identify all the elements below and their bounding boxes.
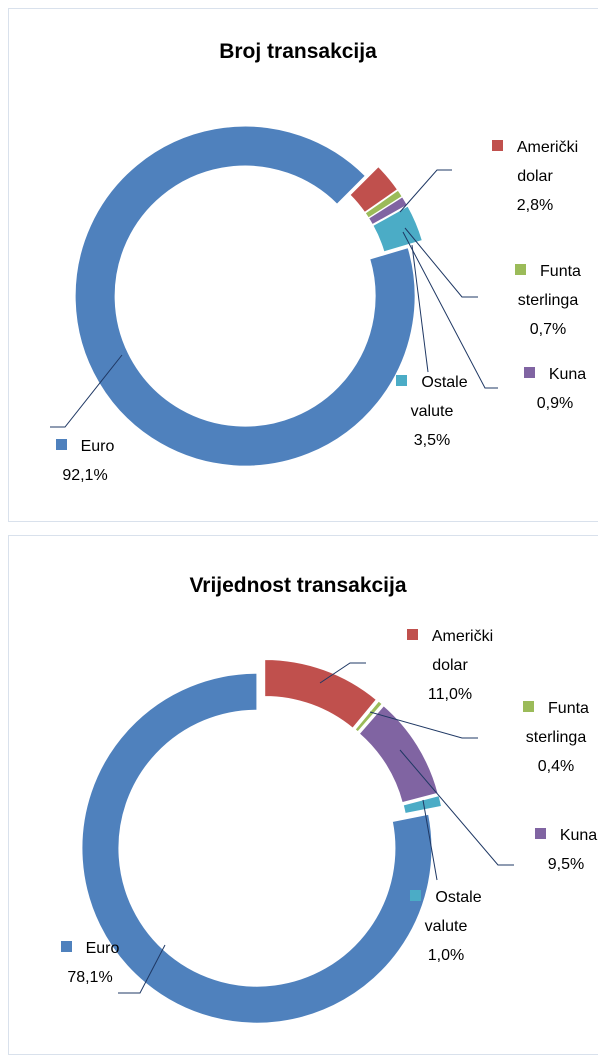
legend-swatch <box>523 701 535 712</box>
leader-line <box>402 231 498 389</box>
legend-swatch <box>491 140 503 151</box>
leader-line <box>118 944 166 994</box>
leader-line <box>411 244 429 373</box>
donut-slice <box>349 165 399 214</box>
leader-line <box>369 711 478 739</box>
data-label: Američki dolar 2,8% <box>479 133 591 220</box>
category-label: Američki dolar <box>431 628 494 674</box>
category-label: Kuna <box>548 366 587 383</box>
leader-line <box>319 662 366 684</box>
category-label: Euro <box>85 940 120 957</box>
data-label: Ostale valute 1,0% <box>390 883 502 970</box>
category-label: Euro <box>80 438 115 455</box>
legend-swatch <box>534 828 546 839</box>
legend-swatch <box>410 890 422 901</box>
chart-title: Broj transakcija <box>219 40 377 63</box>
data-label: Funta sterlinga 0,4% <box>500 694 598 781</box>
donut-slice <box>74 125 416 467</box>
value-label: 3,5% <box>413 432 451 449</box>
value-label: 0,7% <box>529 321 567 338</box>
donut-slice <box>367 196 409 226</box>
legend-swatch <box>406 629 418 640</box>
donut-slice <box>264 658 377 729</box>
leader-line <box>404 227 478 298</box>
chart-panel <box>8 8 598 522</box>
data-label: Kuna 0,9% <box>499 360 598 418</box>
value-label: 2,8% <box>516 197 554 214</box>
value-label: 78,1% <box>67 969 113 986</box>
value-label: 0,4% <box>537 758 575 775</box>
legend-swatch <box>523 367 535 378</box>
category-label: Ostale valute <box>424 889 482 935</box>
donut-slice <box>358 705 439 804</box>
category-label: Funta sterlinga <box>525 700 589 746</box>
leader-line <box>399 169 452 213</box>
category-label: Ostale valute <box>410 374 468 420</box>
value-label: 0,9% <box>536 395 574 412</box>
legend-swatch <box>515 264 527 275</box>
data-label: Kuna 9,5% <box>510 821 598 879</box>
data-label: Euro 78,1% <box>34 934 146 992</box>
legend-swatch <box>60 941 72 952</box>
category-label: Funta sterlinga <box>517 263 581 309</box>
value-label: 1,0% <box>427 947 465 964</box>
data-label: Funta sterlinga 0,7% <box>492 257 598 344</box>
leader-line <box>50 354 123 428</box>
value-label: 9,5% <box>547 856 585 873</box>
leader-line <box>399 749 514 866</box>
category-label: Kuna <box>559 827 598 844</box>
donut-slice <box>354 700 383 733</box>
leader-line <box>422 799 438 881</box>
donut-slice <box>402 795 443 815</box>
value-label: 92,1% <box>62 467 108 484</box>
donut-slice <box>372 205 423 253</box>
data-label: Ostale valute 3,5% <box>376 368 488 455</box>
donut-slice <box>81 672 433 1024</box>
data-label: Američki dolar 11,0% <box>394 622 506 709</box>
legend-swatch <box>396 375 408 386</box>
legend-swatch <box>55 439 67 450</box>
category-label: Američki dolar <box>516 139 579 185</box>
value-label: 11,0% <box>427 686 473 703</box>
data-label: Euro 92,1% <box>29 432 141 490</box>
chart-title: Vrijednost transakcija <box>189 574 407 597</box>
